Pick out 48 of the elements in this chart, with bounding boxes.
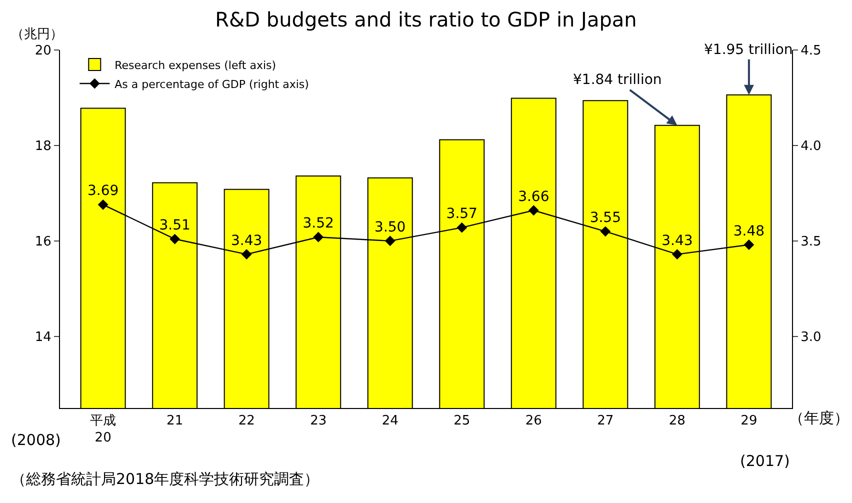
data-label: 3.50: [374, 219, 406, 236]
y-tick-label: 16: [34, 234, 52, 250]
data-label: 3.48: [733, 223, 765, 240]
y-tick-label: 18: [34, 139, 52, 154]
point: [170, 234, 180, 244]
point: [672, 249, 682, 260]
data-label: 3.66: [518, 188, 550, 205]
y2-tick-label: 4.5: [800, 44, 822, 59]
x-tick-label: 25: [454, 414, 470, 429]
annotation: ¥1.84 trillion: [573, 72, 662, 88]
x-tick-label: 平成 20: [90, 414, 116, 446]
data-label: 3.52: [302, 216, 334, 232]
y2-tick-label: 3.5: [800, 234, 822, 250]
data-label: 3.43: [231, 232, 262, 249]
point: [744, 240, 754, 250]
legend-label: Research expenses (left axis): [114, 58, 276, 72]
x-tick-label: 28: [668, 414, 686, 429]
legend-label: As a percentage of GDP (right axis): [114, 78, 309, 91]
x-tick-label: 22: [238, 414, 255, 429]
text: （年度）: [789, 409, 849, 427]
annotation: ¥1.95 trillion: [704, 42, 793, 58]
y-axis-title: （兆円）: [11, 27, 63, 42]
point: [384, 236, 396, 246]
text: （総務省統計局2018年度科学技術研究調査）: [11, 470, 320, 488]
point: [528, 205, 539, 216]
data-label: 3.57: [446, 206, 478, 222]
x-tick-label: 21: [166, 414, 184, 429]
x-tick-label: 24: [382, 414, 398, 429]
x-tick-label: 26: [525, 414, 542, 429]
point: [600, 226, 611, 237]
y-tick-label: 20: [34, 44, 52, 59]
text: (2017): [740, 452, 790, 470]
point: [98, 199, 108, 210]
data-label: 3.55: [590, 210, 621, 226]
x-tick-label: 27: [597, 414, 614, 429]
chart-title: R&D budgets and its ratio to GDP in Japan: [215, 8, 637, 32]
y2-tick-label: 4.0: [800, 139, 822, 154]
y-tick-label: 14: [34, 330, 52, 345]
data-label: 3.51: [159, 218, 190, 234]
text: (2008): [11, 431, 61, 449]
point: [313, 232, 324, 242]
point: [456, 222, 468, 233]
point: [241, 249, 252, 260]
x-tick-label: 29: [740, 414, 758, 429]
y2-tick-label: 3.0: [800, 330, 822, 345]
x-tick-label: 23: [310, 414, 327, 429]
data-label: 3.69: [87, 183, 119, 200]
data-label: 3.43: [662, 232, 693, 249]
